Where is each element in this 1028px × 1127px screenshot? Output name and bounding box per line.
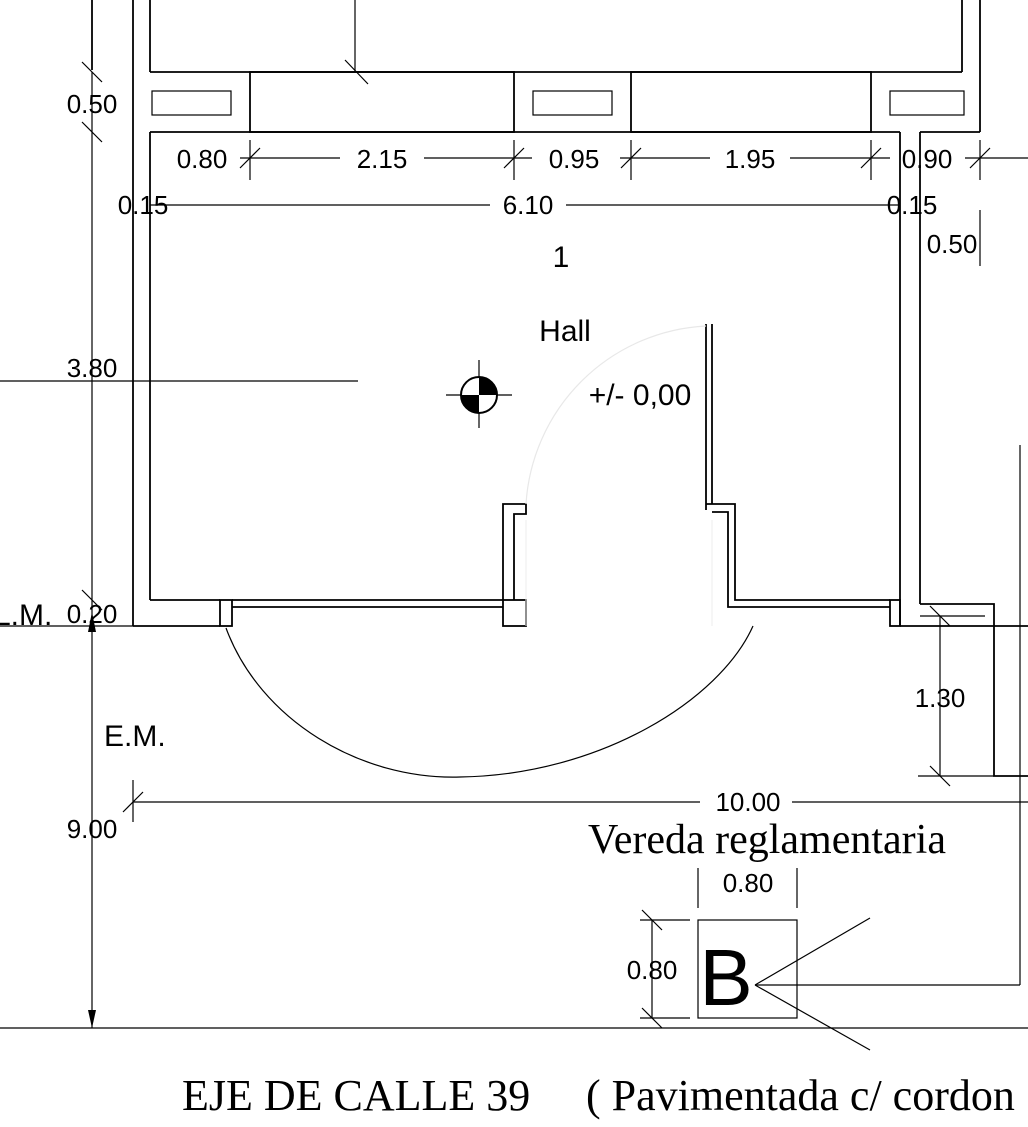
dim-w1: 0.80 <box>177 144 228 174</box>
dim-w2: 2.15 <box>357 144 408 174</box>
windows <box>151 0 965 133</box>
label-street-note: ( Pavimentada c/ cordon <box>586 1071 1015 1120</box>
dim-side-depth: 1.30 <box>915 683 966 713</box>
dim-interior-width: 6.10 <box>503 190 554 220</box>
label-street-axis: EJE DE CALLE 39 <box>182 1071 530 1120</box>
dim-lm-offset: 0.20 <box>67 599 118 629</box>
dim-height: 3.80 <box>67 353 118 383</box>
dim-top-wall: 0.50 <box>67 89 118 119</box>
dim-wall-right: 0.15 <box>887 190 938 220</box>
front-wall <box>219 324 901 778</box>
dim-w5: 0.90 <box>902 144 953 174</box>
label-lm: L.M. <box>0 599 52 632</box>
dimension-lines <box>0 61 1028 1029</box>
dim-street-depth: 9.00 <box>67 814 118 844</box>
dim-wall-left: 0.15 <box>118 190 169 220</box>
label-em: E.M. <box>104 720 166 753</box>
dim-w3: 0.95 <box>549 144 600 174</box>
room-name: Hall <box>539 315 591 348</box>
dim-box-w: 0.80 <box>723 868 774 898</box>
dim-right-wall: 0.50 <box>927 229 978 259</box>
room-number: 1 <box>553 241 570 274</box>
box-b <box>640 868 1020 1051</box>
label-sidewalk: Vereda reglamentaria <box>588 817 946 863</box>
dim-lot-width: 10.00 <box>715 787 780 817</box>
dim-w4: 1.95 <box>725 144 776 174</box>
dim-box-h: 0.80 <box>627 955 678 985</box>
level-marker <box>446 360 512 428</box>
room-level: +/- 0,00 <box>589 379 692 412</box>
box-letter: B <box>699 933 752 1022</box>
